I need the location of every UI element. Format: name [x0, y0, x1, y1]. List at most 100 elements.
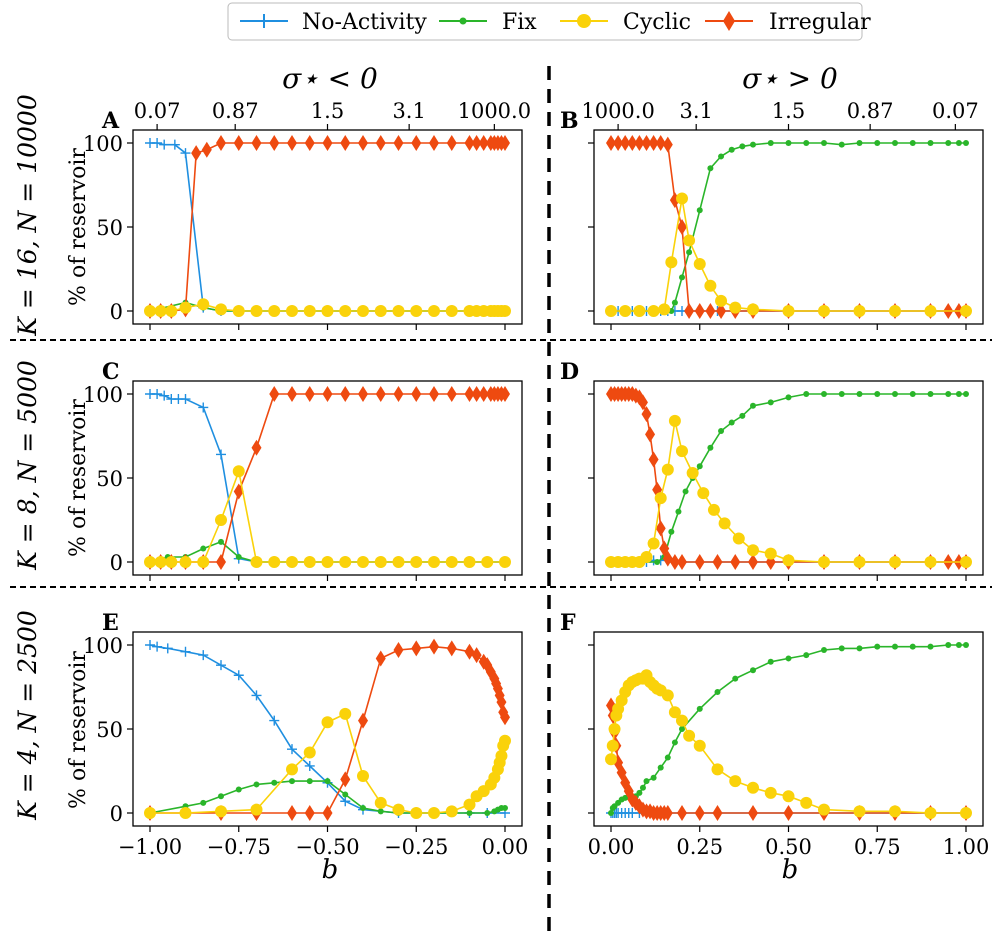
data-point	[662, 136, 673, 153]
data-point	[250, 305, 263, 317]
data-point	[648, 135, 659, 151]
data-point	[375, 135, 386, 151]
x-tick-label: −1.00	[118, 835, 182, 859]
data-point	[963, 642, 969, 648]
data-point	[739, 143, 746, 150]
data-point	[874, 140, 881, 146]
data-point	[393, 135, 404, 151]
data-point	[250, 556, 263, 568]
data-point	[693, 257, 706, 270]
data-point	[821, 647, 827, 654]
data-point	[856, 645, 863, 652]
top-tick-label: 0.87	[847, 99, 894, 123]
data-point	[481, 556, 494, 568]
top-tick-label: 1.5	[772, 99, 805, 123]
data-point	[818, 305, 830, 317]
series-irregular	[145, 638, 510, 821]
data-point	[694, 303, 705, 319]
data-point	[960, 305, 972, 317]
data-point	[159, 139, 170, 150]
data-point	[960, 807, 972, 819]
data-point	[747, 303, 759, 316]
data-point	[620, 135, 631, 151]
data-point	[216, 449, 226, 460]
data-point	[232, 305, 245, 317]
data-point	[500, 709, 510, 726]
series-fix	[608, 391, 969, 565]
data-point	[478, 135, 489, 151]
data-point	[250, 803, 263, 816]
x-tick-label: 0.75	[854, 835, 901, 859]
data-point	[144, 556, 156, 568]
data-point	[838, 645, 845, 652]
data-point	[358, 712, 368, 729]
data-point	[429, 386, 439, 402]
data-point	[287, 744, 297, 755]
data-point	[321, 305, 334, 317]
data-point	[639, 784, 646, 791]
data-point	[268, 556, 281, 568]
data-point	[693, 739, 706, 752]
data-point	[838, 391, 845, 397]
data-point	[608, 723, 621, 735]
data-point	[909, 643, 916, 650]
data-point	[647, 537, 660, 550]
data-point	[694, 805, 705, 821]
data-point	[605, 753, 617, 766]
row-label-0: K = 16, N = 10000	[13, 94, 42, 337]
data-point	[707, 165, 714, 172]
data-point	[696, 705, 703, 712]
data-point	[339, 556, 352, 568]
data-point	[645, 426, 656, 443]
row-label-2: K = 4, N = 2500	[13, 610, 42, 821]
data-point	[340, 386, 351, 402]
data-point	[748, 554, 758, 570]
data-point	[218, 538, 224, 545]
data-point	[669, 554, 680, 570]
series-cyclic	[144, 298, 511, 317]
data-point	[637, 394, 648, 411]
data-point	[728, 419, 735, 426]
diamond-marker-icon	[723, 11, 735, 31]
data-point	[803, 140, 810, 146]
data-point	[233, 670, 244, 681]
data-point	[892, 643, 898, 650]
data-point	[747, 544, 759, 557]
data-point	[750, 402, 756, 409]
data-point	[303, 556, 316, 568]
data-point	[216, 554, 226, 570]
data-point	[694, 554, 705, 570]
data-point	[393, 642, 404, 659]
circle-marker-icon	[577, 14, 591, 28]
data-point	[767, 658, 774, 665]
data-point	[165, 305, 178, 317]
data-point	[686, 249, 693, 256]
column-label-left: σ⋆ < 0	[282, 62, 378, 95]
data-point	[924, 305, 937, 317]
data-point	[657, 764, 664, 771]
data-point	[889, 305, 901, 317]
legend-entry-cyclic: Cyclic	[560, 10, 691, 35]
dot-marker-icon	[459, 17, 467, 25]
data-point	[499, 734, 511, 747]
data-point	[411, 386, 422, 402]
data-point	[636, 789, 643, 796]
data-point	[679, 274, 685, 281]
data-point	[484, 810, 491, 816]
data-point	[322, 805, 333, 821]
data-point	[696, 207, 703, 214]
data-point	[287, 805, 297, 821]
data-point	[197, 298, 210, 311]
legend-entry-fix: Fix	[439, 10, 537, 35]
data-point	[271, 779, 278, 786]
data-point	[303, 746, 316, 759]
panel-b: 1000.0 3.1 1.5 0.87 0.07 B	[560, 99, 984, 330]
data-point	[191, 145, 202, 162]
data-point	[714, 689, 721, 696]
series-cyclic	[605, 192, 972, 317]
x-tick-label: 0.25	[676, 835, 723, 859]
data-point	[340, 796, 351, 807]
data-point	[675, 508, 682, 515]
data-point	[429, 135, 439, 151]
